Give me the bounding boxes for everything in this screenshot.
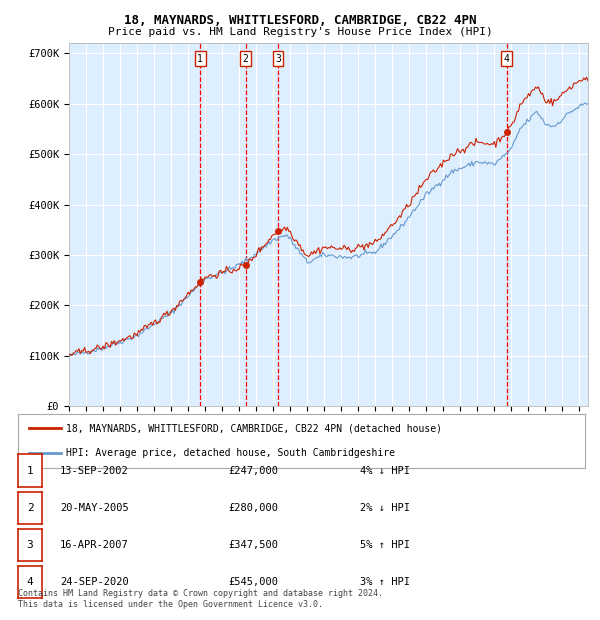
Text: 20-MAY-2005: 20-MAY-2005 [60, 503, 129, 513]
Text: 4% ↓ HPI: 4% ↓ HPI [360, 466, 410, 476]
Text: 1: 1 [26, 466, 34, 476]
Text: HPI: Average price, detached house, South Cambridgeshire: HPI: Average price, detached house, Sout… [66, 448, 395, 458]
Text: 3: 3 [26, 540, 34, 550]
Text: £347,500: £347,500 [228, 540, 278, 550]
Text: 18, MAYNARDS, WHITTLESFORD, CAMBRIDGE, CB22 4PN (detached house): 18, MAYNARDS, WHITTLESFORD, CAMBRIDGE, C… [66, 423, 442, 433]
Text: Price paid vs. HM Land Registry's House Price Index (HPI): Price paid vs. HM Land Registry's House … [107, 27, 493, 37]
Text: 16-APR-2007: 16-APR-2007 [60, 540, 129, 550]
Text: 3% ↑ HPI: 3% ↑ HPI [360, 577, 410, 587]
Text: 4: 4 [26, 577, 34, 587]
Text: 18, MAYNARDS, WHITTLESFORD, CAMBRIDGE, CB22 4PN: 18, MAYNARDS, WHITTLESFORD, CAMBRIDGE, C… [124, 14, 476, 27]
Text: 2: 2 [26, 503, 34, 513]
Text: 24-SEP-2020: 24-SEP-2020 [60, 577, 129, 587]
Text: £247,000: £247,000 [228, 466, 278, 476]
Text: 2% ↓ HPI: 2% ↓ HPI [360, 503, 410, 513]
Text: 4: 4 [504, 53, 510, 63]
Text: £545,000: £545,000 [228, 577, 278, 587]
Text: £280,000: £280,000 [228, 503, 278, 513]
Text: 3: 3 [275, 53, 281, 63]
Text: 13-SEP-2002: 13-SEP-2002 [60, 466, 129, 476]
Text: 2: 2 [242, 53, 248, 63]
Text: Contains HM Land Registry data © Crown copyright and database right 2024.
This d: Contains HM Land Registry data © Crown c… [18, 590, 383, 609]
Text: 1: 1 [197, 53, 203, 63]
Text: 5% ↑ HPI: 5% ↑ HPI [360, 540, 410, 550]
